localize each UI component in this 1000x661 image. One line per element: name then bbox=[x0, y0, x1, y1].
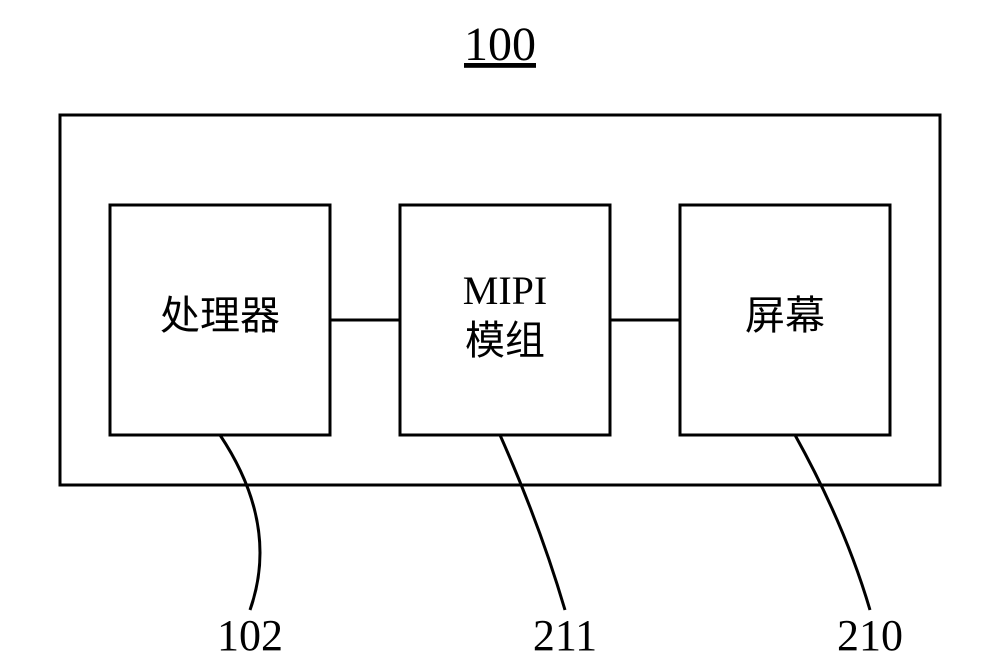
leader-screen bbox=[795, 435, 870, 610]
leader-processor bbox=[220, 435, 260, 610]
block-mipi-label-1: 模组 bbox=[465, 318, 545, 363]
ref-screen: 210 bbox=[837, 611, 903, 660]
ref-processor: 102 bbox=[217, 611, 283, 660]
block-mipi-label-0: MIPI bbox=[463, 268, 547, 313]
leader-mipi bbox=[500, 435, 565, 610]
diagram-title: 100 bbox=[464, 18, 536, 71]
ref-mipi: 211 bbox=[533, 611, 597, 660]
block-screen-label-0: 屏幕 bbox=[745, 293, 825, 338]
block-processor-label-0: 处理器 bbox=[160, 293, 280, 338]
